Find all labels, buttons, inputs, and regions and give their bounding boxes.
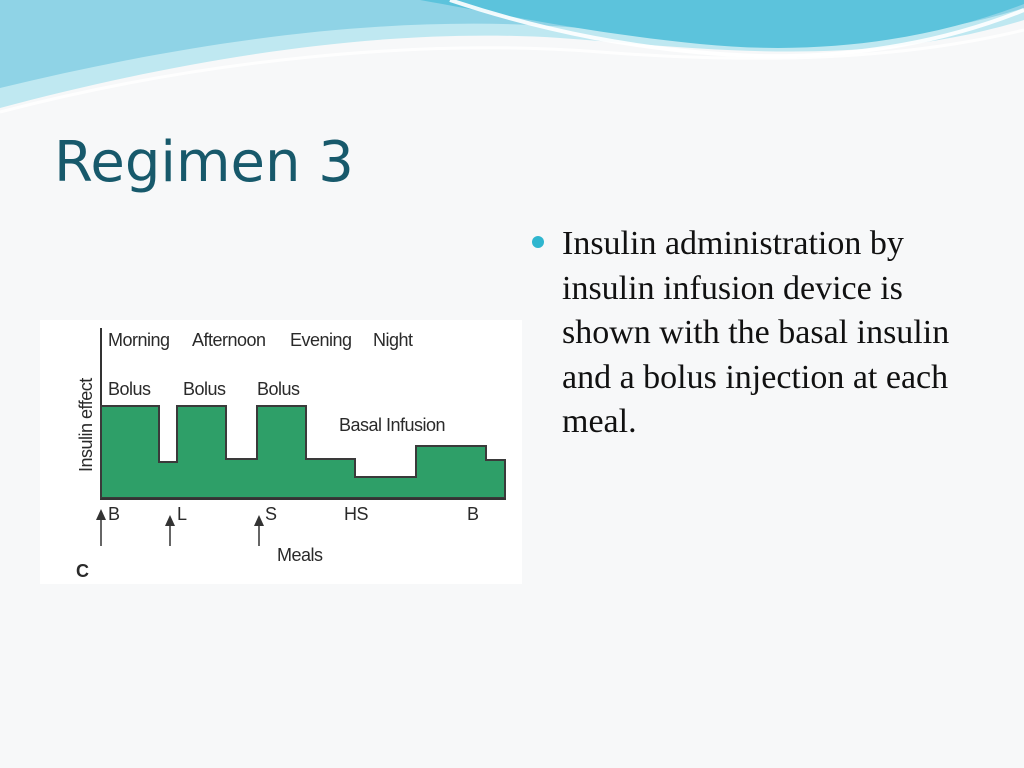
header-wave-decoration — [0, 0, 1024, 114]
bullet-item: Insulin administration by insulin infusi… — [532, 222, 982, 445]
basal-infusion-label: Basal Infusion — [339, 415, 445, 435]
wave-front — [420, 0, 1024, 48]
x-axis-label-meals: Meals — [277, 545, 323, 565]
meal-arrow-breakfast — [96, 509, 106, 546]
period-label-morning: Morning — [108, 330, 170, 350]
meal-arrow-supper — [254, 515, 264, 546]
period-label-evening: Evening — [290, 330, 352, 350]
bolus-label-breakfast: Bolus — [108, 379, 151, 399]
meal-marker-hs: HS — [344, 504, 368, 524]
meal-marker-b1: B — [108, 504, 120, 524]
bullet-dot-icon — [532, 236, 544, 248]
meal-arrow-lunch — [165, 515, 175, 546]
panel-letter: C — [76, 561, 89, 581]
bolus-label-supper: Bolus — [257, 379, 300, 399]
wave-highlight — [0, 28, 1024, 114]
wave-highlight-2 — [449, 0, 1024, 59]
insulin-regimen-diagram: Insulin effect Morning Afternoon Evening… — [40, 320, 522, 584]
insulin-effect-area — [100, 405, 506, 499]
period-label-night: Night — [373, 330, 413, 350]
period-label-afternoon: Afternoon — [192, 330, 266, 350]
meal-marker-l: L — [177, 504, 187, 524]
bullet-list: Insulin administration by insulin infusi… — [532, 222, 982, 445]
bolus-label-lunch: Bolus — [183, 379, 226, 399]
bullet-text: Insulin administration by insulin infusi… — [562, 225, 950, 440]
y-axis-label: Insulin effect — [76, 378, 96, 472]
slide-title: Regimen 3 — [54, 130, 354, 195]
meal-marker-b2: B — [467, 504, 479, 524]
meal-marker-s: S — [265, 504, 277, 524]
